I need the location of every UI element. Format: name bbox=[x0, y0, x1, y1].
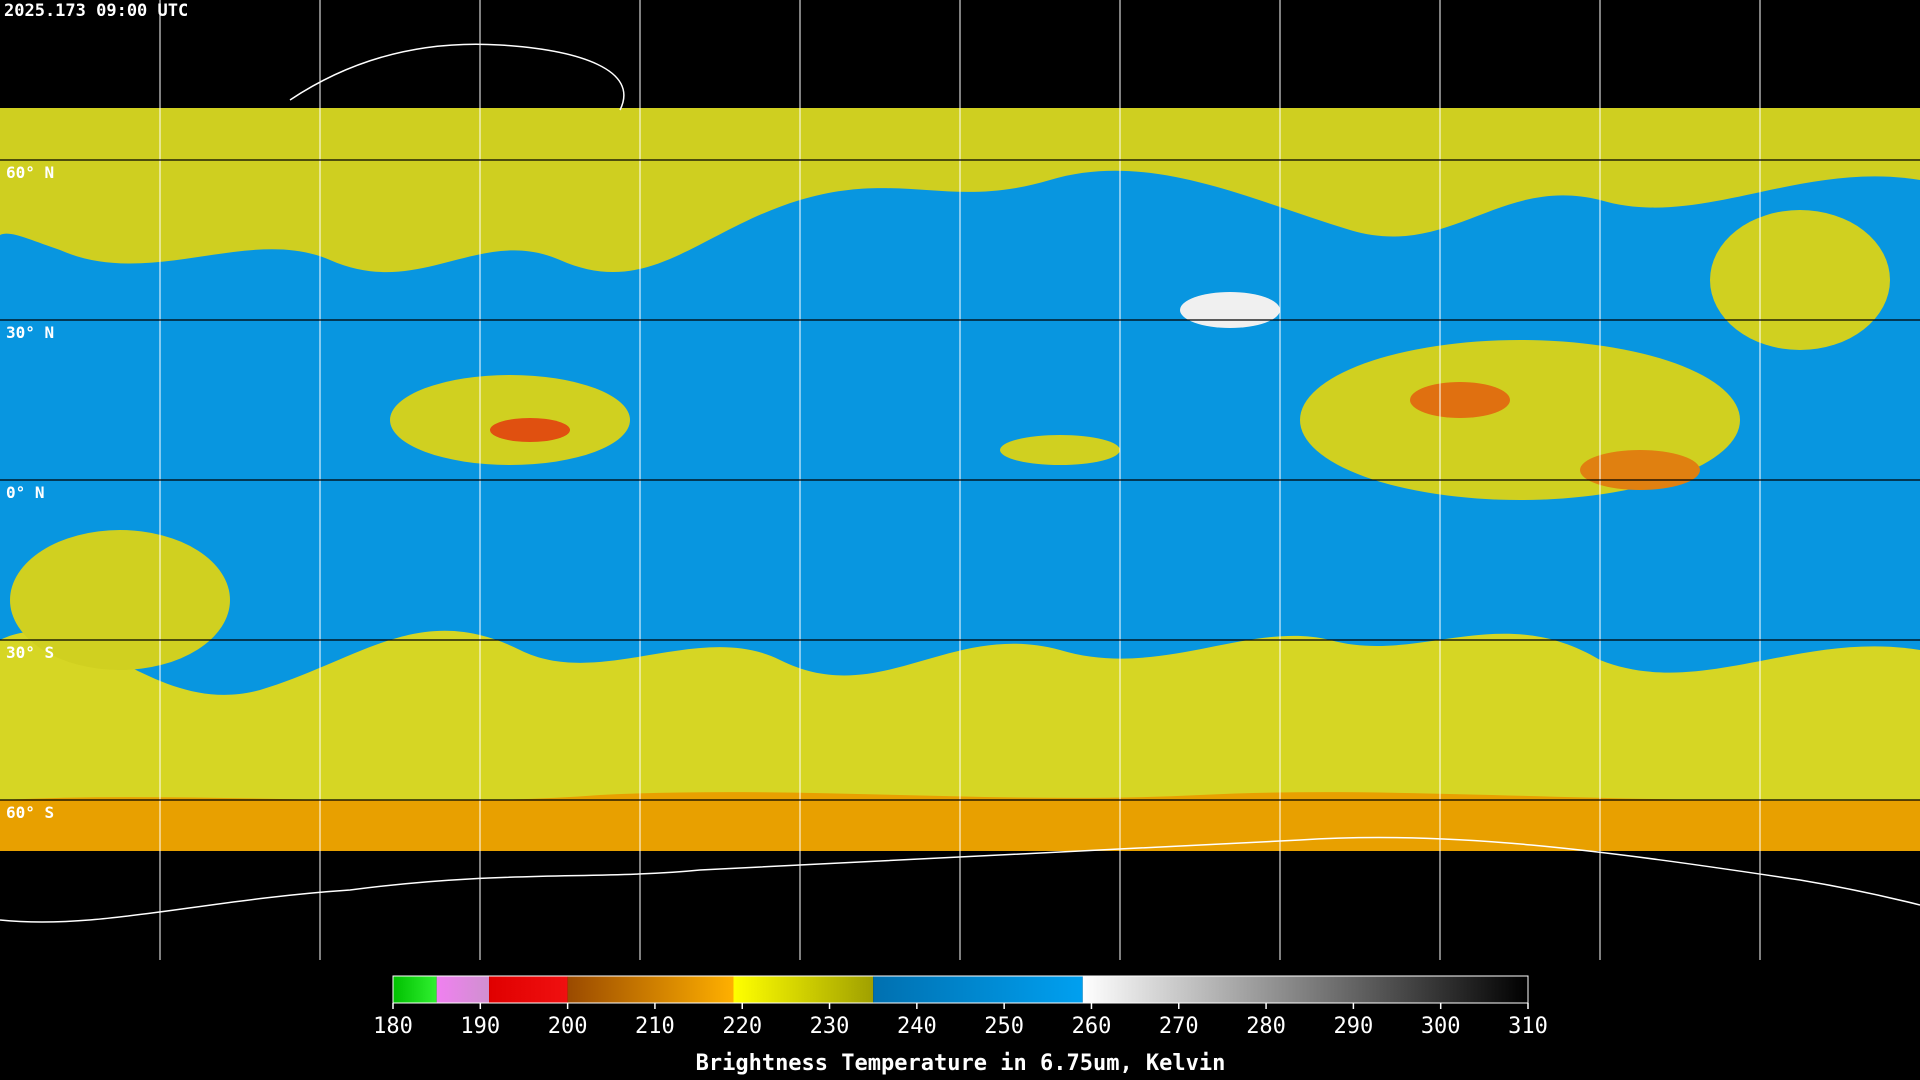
coastlines bbox=[0, 43, 1920, 923]
colorbar-segment bbox=[567, 976, 734, 1003]
cloud-core bbox=[490, 418, 570, 442]
lat-label: 0° N bbox=[6, 483, 45, 502]
cloud-cluster bbox=[1000, 435, 1120, 465]
colorbar-tick-label: 300 bbox=[1421, 1014, 1461, 1039]
colorbar-tick-label: 250 bbox=[984, 1014, 1024, 1039]
colorbar-tick-label: 180 bbox=[373, 1014, 413, 1039]
colorbar-segment bbox=[1082, 976, 1528, 1003]
dry-region bbox=[1180, 292, 1280, 328]
colorbar-title: Brightness Temperature in 6.75um, Kelvin bbox=[696, 1051, 1226, 1076]
cloud-core bbox=[1410, 382, 1510, 418]
colorbar-segment bbox=[393, 976, 437, 1003]
lat-label: 60° S bbox=[6, 803, 54, 822]
cloud-cluster bbox=[1710, 210, 1890, 350]
colorbar-tick-label: 260 bbox=[1072, 1014, 1112, 1039]
colorbar-tick-label: 290 bbox=[1334, 1014, 1374, 1039]
colorbar-tick-label: 210 bbox=[635, 1014, 675, 1039]
colorbar: 180 190 200 210 220 230 240 250 260 270 280 290 300 3… bbox=[373, 975, 1548, 1076]
colorbar-segment bbox=[436, 976, 490, 1003]
cloud-core bbox=[1580, 450, 1700, 490]
lat-label: 60° N bbox=[6, 163, 54, 182]
cloud-cluster bbox=[10, 530, 230, 670]
colorbar-tick-label: 310 bbox=[1508, 1014, 1548, 1039]
colorbar-segment bbox=[873, 976, 1083, 1003]
lat-label: 30° S bbox=[6, 643, 54, 662]
colorbar-tick-label: 240 bbox=[897, 1014, 937, 1039]
colorbar-tick-label: 190 bbox=[460, 1014, 500, 1039]
lat-label: 30° N bbox=[6, 323, 54, 342]
graticule: 60° N 30° N 0° N 30° S 60° S bbox=[0, 0, 1920, 960]
colorbar-tick-label: 200 bbox=[548, 1014, 588, 1039]
timestamp: 2025.173 09:00 UTC bbox=[4, 1, 188, 21]
colorbar-tick-label: 280 bbox=[1246, 1014, 1286, 1039]
colorbar-segment bbox=[489, 976, 568, 1003]
colorbar-segment bbox=[733, 976, 874, 1003]
colorbar-tick-label: 230 bbox=[810, 1014, 850, 1039]
greenland-coast bbox=[289, 43, 625, 111]
colorbar-tick-label: 220 bbox=[722, 1014, 762, 1039]
antarctica-coast bbox=[0, 836, 1920, 923]
colorbar-tick-label: 270 bbox=[1159, 1014, 1199, 1039]
colorbar-frame bbox=[392, 975, 1529, 1004]
